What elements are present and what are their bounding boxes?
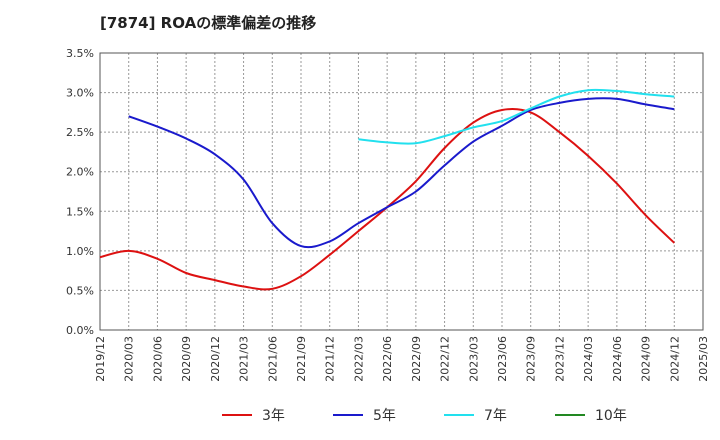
y-tick-label: 2.5% [66,126,94,139]
y-tick-label: 0.0% [66,324,94,337]
x-tick-label: 2022/09 [410,336,423,382]
series-layer [99,88,675,291]
x-tick-label: 2020/03 [123,336,136,382]
x-tick-label: 2019/12 [94,336,107,382]
legend-label-3: 10年 [595,408,627,424]
x-tick-label: 2023/12 [553,336,566,382]
x-tick-label: 2022/12 [439,336,452,382]
x-tick-label: 2024/03 [582,336,595,382]
x-tick-label: 2021/12 [324,336,337,382]
legend-label-2: 7年 [484,408,507,424]
plot-background [100,53,703,330]
y-axis: 0.0% 0.5% 1.0% 1.5% 2.0% 2.5% 3.0% 3.5% [66,47,94,337]
x-tick-label: 2023/09 [525,336,538,382]
x-tick-label: 2021/09 [295,336,308,382]
y-tick-label: 1.0% [66,245,94,258]
x-tick-label: 2025/03 [697,336,710,382]
x-tick-label: 2024/06 [611,336,624,382]
x-tick-label: 2022/03 [352,336,365,382]
y-tick-label: 3.5% [66,47,94,60]
chart-title: [7874] ROAの標準偏差の推移 [100,14,317,32]
x-tick-label: 2021/03 [238,336,251,382]
y-tick-label: 3.0% [66,87,94,100]
series-line-1 [128,97,675,249]
plot-frame [99,52,704,331]
series-line-2 [358,88,675,145]
grid-layer [100,53,703,330]
legend: 3年 5年 7年 10年 [222,408,627,424]
x-tick-label: 2020/06 [151,336,164,382]
x-tick-label: 2021/06 [266,336,279,382]
x-tick-label: 2023/06 [496,336,509,382]
x-axis: 2019/12 2020/03 2020/06 2020/09 2020/12 2021/… [94,336,710,382]
legend-label-0: 3年 [262,408,285,424]
y-tick-label: 1.5% [66,205,94,218]
x-tick-label: 2024/09 [640,336,653,382]
y-tick-label: 2.0% [66,166,94,179]
x-tick-label: 2022/06 [381,336,394,382]
x-tick-label: 2024/12 [668,336,681,382]
legend-label-1: 5年 [373,408,396,424]
x-tick-label: 2023/03 [467,336,480,382]
y-tick-label: 0.5% [66,284,94,297]
x-tick-label: 2020/09 [180,336,193,382]
x-tick-label: 2020/12 [209,336,222,382]
